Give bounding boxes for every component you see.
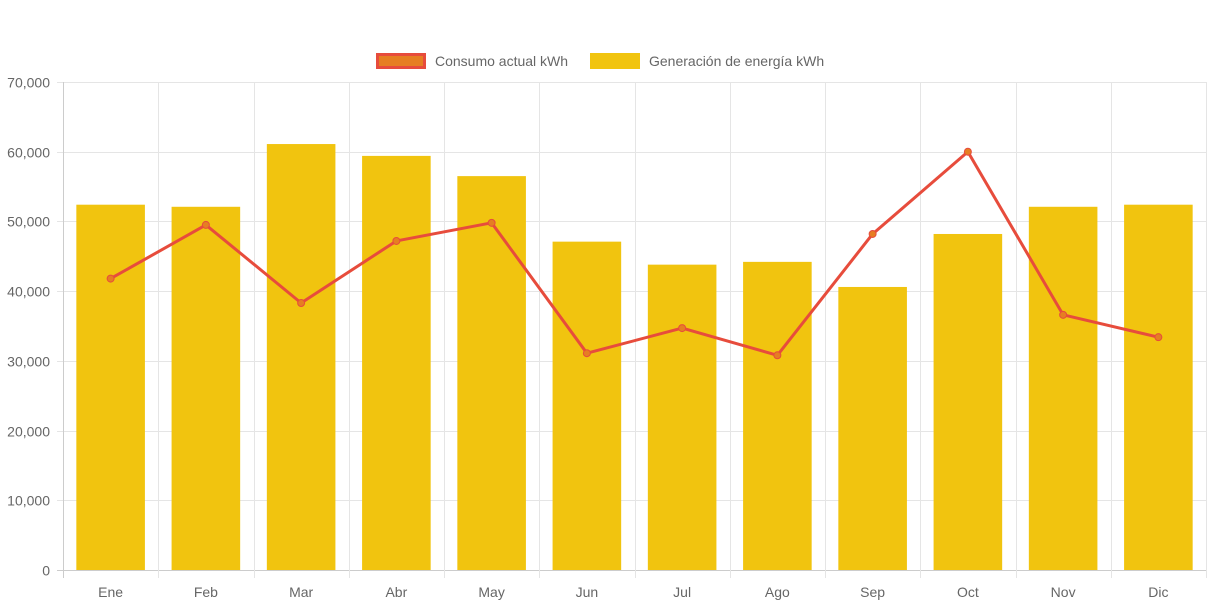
- y-tick-label: 50,000: [7, 214, 50, 230]
- x-tick-label: Ene: [98, 584, 123, 600]
- line-series: [106, 147, 1163, 360]
- x-tick-label: Feb: [194, 584, 218, 600]
- bar-generacion-nov[interactable]: [1028, 206, 1098, 570]
- point-consumo-mar[interactable]: [297, 298, 306, 307]
- y-tick-label: 20,000: [7, 424, 50, 440]
- point-consumo-feb[interactable]: [201, 220, 210, 229]
- bar-generacion-sep[interactable]: [838, 286, 907, 570]
- x-tick-label: Abr: [385, 584, 407, 600]
- legend-item[interactable]: Generación de energía kWh: [590, 53, 824, 69]
- legend-item[interactable]: Consumo actual kWh: [376, 53, 569, 69]
- bar-generacion-jul[interactable]: [647, 264, 717, 570]
- legend[interactable]: Consumo actual kWh Generación de energía …: [376, 53, 825, 69]
- bar-generacion-dic[interactable]: [1124, 204, 1193, 570]
- y-tick-label: 70,000: [7, 75, 50, 91]
- x-tick-label: Jul: [673, 584, 691, 600]
- y-tick-label: 30,000: [7, 354, 50, 370]
- y-tick-label: 0: [42, 563, 50, 579]
- x-tick-label: Sep: [860, 584, 885, 600]
- bar-generacion-mar[interactable]: [266, 144, 336, 570]
- point-consumo-nov[interactable]: [1059, 310, 1068, 319]
- bar-generacion-oct[interactable]: [933, 233, 1003, 570]
- point-consumo-sep[interactable]: [868, 229, 877, 238]
- bar-generacion-jun[interactable]: [552, 241, 622, 570]
- bar-generacion-feb[interactable]: [171, 206, 241, 570]
- point-consumo-may[interactable]: [487, 218, 496, 227]
- legend-swatch: [376, 53, 426, 69]
- bar-generacion-may[interactable]: [457, 176, 526, 570]
- legend-label: Consumo actual kWh: [435, 53, 568, 69]
- axes: 0 10,000 20,000 30,000 40,000 50,000 60,000 70,…: [7, 75, 1168, 601]
- point-consumo-jun[interactable]: [582, 349, 591, 358]
- line-consumo: [109, 150, 1159, 357]
- x-tick-label: Mar: [289, 584, 313, 600]
- x-tick-label: Dic: [1148, 584, 1168, 600]
- bar-series: [76, 144, 1193, 570]
- point-consumo-oct[interactable]: [963, 147, 972, 156]
- x-tick-label: Oct: [957, 584, 979, 600]
- y-tick-label: 40,000: [7, 284, 50, 300]
- point-consumo-dic[interactable]: [1154, 333, 1163, 342]
- point-consumo-ago[interactable]: [773, 351, 782, 360]
- bar-generacion-ene[interactable]: [76, 204, 145, 570]
- bar-generacion-abr[interactable]: [362, 155, 431, 570]
- point-consumo-jul[interactable]: [678, 324, 687, 333]
- grid: [57, 82, 1207, 578]
- x-tick-label: Jun: [576, 584, 599, 600]
- legend-label: Generación de energía kWh: [649, 53, 824, 69]
- y-tick-label: 10,000: [7, 493, 50, 509]
- point-consumo-ene[interactable]: [106, 274, 115, 283]
- x-tick-label: Nov: [1051, 584, 1076, 600]
- legend-swatch: [590, 53, 640, 69]
- point-consumo-abr[interactable]: [392, 236, 401, 245]
- y-tick-label: 60,000: [7, 145, 50, 161]
- x-tick-label: Ago: [765, 584, 790, 600]
- bar-generacion-ago[interactable]: [743, 261, 812, 570]
- x-tick-label: May: [478, 584, 504, 600]
